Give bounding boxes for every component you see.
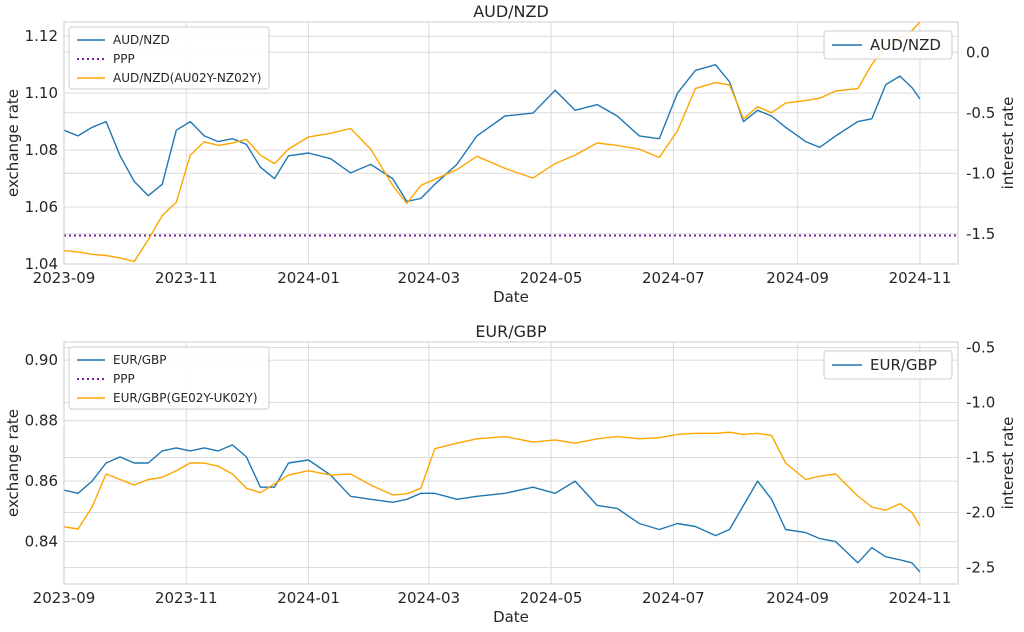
x-tick-label: 2024-03 [397,589,460,607]
series-line-3 [64,22,921,263]
y2-tick-label: -2.0 [966,504,995,522]
plot-frame [63,341,959,585]
y2-axis-label: interest rate [999,97,1017,190]
y-tick-label: 1.04 [25,255,58,273]
legend-label: AUD/NZD [870,36,941,54]
legend-label: EUR/GBP [870,356,937,374]
legend-right: AUD/NZD [823,30,953,60]
y-tick-label: 1.08 [25,141,58,159]
x-tick-label: 2024-11 [889,269,952,287]
y2-tick-label: -0.5 [966,104,995,122]
x-tick-label: 2024-03 [397,269,460,287]
y-tick-label: 1.12 [25,27,58,45]
legend-label: AUD/NZD [113,33,170,47]
y2-tick-label: -2.5 [966,559,995,577]
series-group [64,431,921,573]
y2-tick-label: 0.0 [966,43,990,61]
legend-left: EUR/GBP PPP EUR/GBP(GE02Y-UK02Y) [68,346,270,410]
y2-tick-label: -1.5 [966,225,995,243]
series-group [64,22,958,263]
y2-tick-label: -0.5 [966,339,995,357]
x-tick-label: 2024-01 [277,589,340,607]
legend-label: EUR/GBP(GE02Y-UK02Y) [113,391,258,405]
y-tick-label: 1.10 [25,84,58,102]
y-tick-label: 0.84 [25,533,58,551]
series-line-1 [64,64,921,203]
legend-label: EUR/GBP [113,353,167,367]
x-tick-label: 2024-05 [520,269,583,287]
x-tick-label: 2024-05 [520,589,583,607]
plot-frame [63,21,959,265]
x-tick-label: 2024-07 [642,269,705,287]
x-tick-label: 2024-01 [277,269,340,287]
y2-tick-label: -1.0 [966,394,995,412]
y-axis-label: exchange rate [4,409,22,517]
y-axis-label: exchange rate [4,89,22,197]
legend-box [823,350,953,380]
y-tick-label: 1.06 [25,198,58,216]
x-tick-label: 2024-09 [766,269,829,287]
chart-panel-1: 2023-09 2023-11 2024-01 2024-03 2024-05 2024-… [4,2,1017,306]
x-tick-label: 2024-11 [889,589,952,607]
x-tick-label: 2024-07 [642,589,705,607]
y2-tick-label: -1.0 [966,164,995,182]
y2-axis-label: interest rate [999,417,1017,510]
y-tick-label: 0.86 [25,472,58,490]
legend-box [68,26,270,90]
x-axis-label: Date [493,288,529,306]
y-tick-label: 0.88 [25,412,58,430]
chart-title: EUR/GBP [475,322,547,341]
chart-title: AUD/NZD [473,2,549,21]
x-tick-label: 2023-11 [155,589,218,607]
x-tick-label: 2023-09 [33,589,96,607]
series-line-1 [64,444,921,573]
series-line-3 [64,431,921,530]
y-tick-label: 0.90 [25,351,58,369]
legend-left: AUD/NZD PPP AUD/NZD(AU02Y-NZ02Y) [68,26,270,90]
legend-label: AUD/NZD(AU02Y-NZ02Y) [113,71,261,85]
chart-panel-2: 2023-09 2023-11 2024-01 2024-03 2024-05 2024-… [4,322,1017,626]
legend-label: PPP [113,372,135,386]
legend-label: PPP [113,52,135,66]
x-tick-label: 2023-11 [155,269,218,287]
y2-tick-label: -1.5 [966,449,995,467]
legend-right: EUR/GBP [823,350,953,380]
legend-box [68,346,270,410]
legend-box [823,30,953,60]
x-tick-label: 2024-09 [766,589,829,607]
x-tick-label: 2023-09 [33,269,96,287]
x-axis-label: Date [493,608,529,626]
